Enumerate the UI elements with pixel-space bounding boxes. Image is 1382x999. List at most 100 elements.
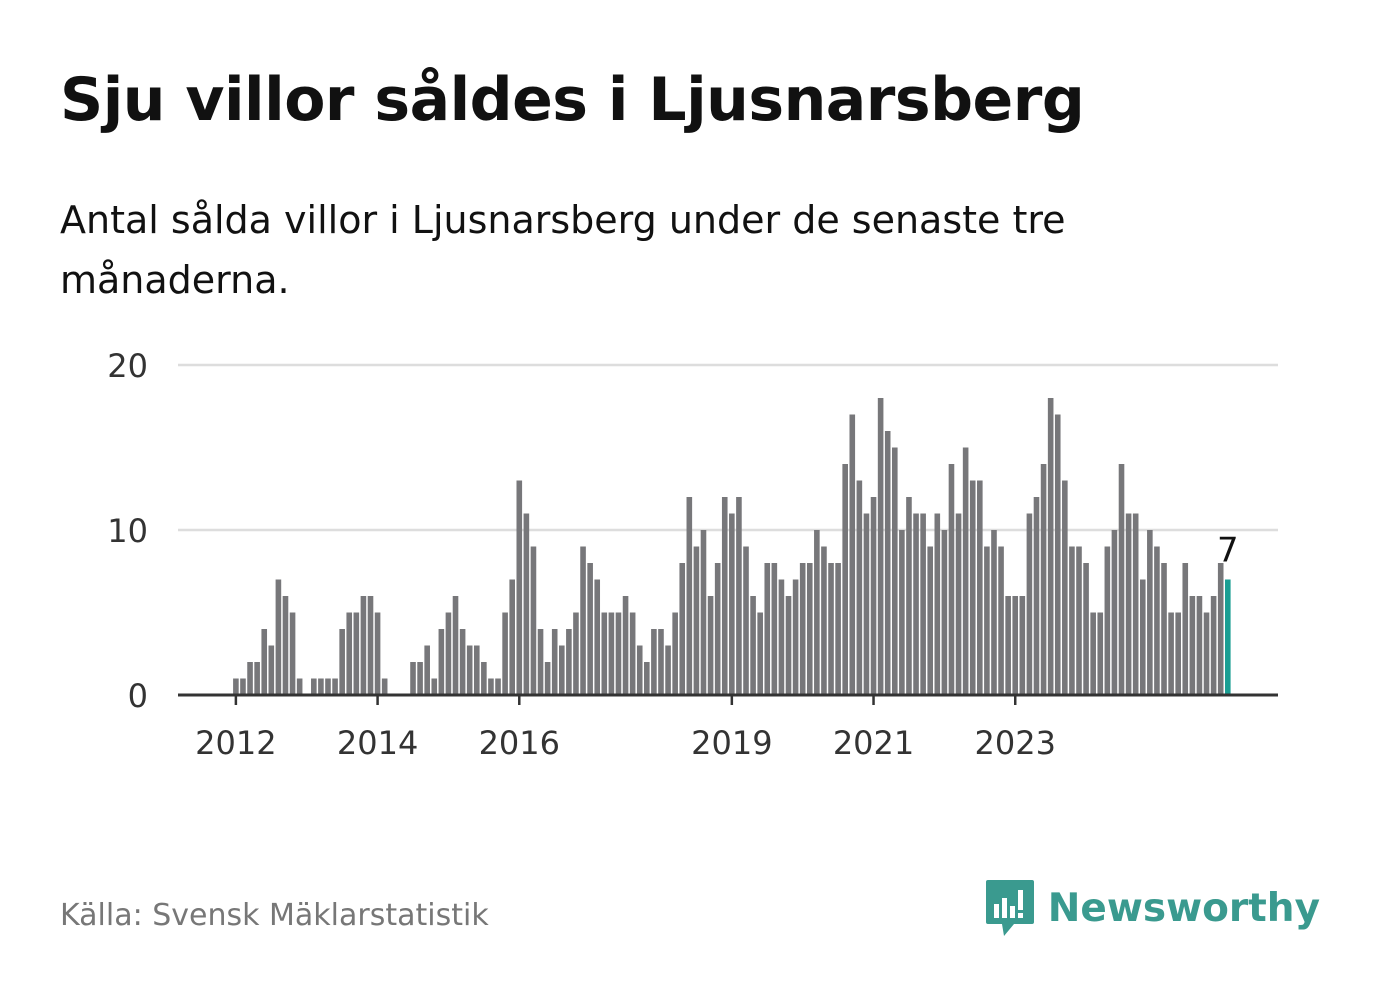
bar: [481, 662, 487, 695]
bar: [417, 662, 423, 695]
bar: [381, 678, 388, 695]
bar: [1118, 464, 1125, 695]
bar: [594, 579, 601, 695]
bar: [615, 612, 622, 695]
bar: [233, 678, 239, 695]
bar: [488, 678, 494, 695]
bar: [516, 480, 523, 695]
x-tick-label: 2021: [833, 724, 914, 762]
bar: [1111, 530, 1118, 695]
bar: [551, 629, 558, 695]
bar: [466, 645, 473, 695]
bar: [629, 612, 636, 695]
bar: [806, 563, 813, 695]
bar: [934, 513, 941, 695]
x-tick-label: 2012: [195, 724, 276, 762]
bar: [523, 513, 530, 695]
bar: [601, 612, 608, 695]
bar: [969, 480, 976, 695]
bar: [1005, 596, 1011, 695]
x-tick-label: 2016: [479, 724, 560, 762]
bar: [502, 612, 508, 695]
bar: [1139, 579, 1146, 695]
y-tick-label: 20: [107, 347, 148, 385]
bar: [750, 596, 756, 695]
bar: [325, 678, 331, 695]
bar: [948, 464, 955, 695]
bar: [941, 530, 948, 695]
bar: [686, 497, 693, 695]
bar: [1033, 497, 1040, 695]
bar: [693, 546, 700, 695]
bar: [1047, 398, 1054, 695]
annotations: 7: [1217, 531, 1239, 571]
bar: [311, 678, 317, 695]
bar: [792, 579, 799, 695]
bar: [962, 447, 969, 695]
bar: [828, 563, 834, 695]
newsworthy-logo-icon: [985, 880, 1034, 936]
bar: [835, 563, 841, 695]
bar: [1076, 546, 1082, 695]
chart-title: Sju villor såldes i Ljusnarsberg: [60, 65, 1085, 135]
bar: [261, 629, 268, 695]
bar: [537, 629, 544, 695]
bar: [778, 579, 785, 695]
bar-chart: 0 10 20 2012 2014 2016 2019 2021 2023 7: [107, 347, 1278, 762]
bar: [927, 546, 934, 695]
bar: [459, 629, 466, 695]
bar: [920, 513, 926, 695]
bar: [1168, 612, 1174, 695]
x-tick-label: 2023: [975, 724, 1056, 762]
bar: [509, 579, 515, 695]
bar: [651, 629, 657, 695]
bar: [714, 563, 721, 695]
bar: [1062, 480, 1068, 695]
bar: [1182, 563, 1189, 695]
bar: [1203, 612, 1210, 695]
bar: [977, 480, 983, 695]
bar: [247, 662, 253, 695]
bar: [1189, 596, 1196, 695]
x-axis-labels: 2012 2014 2016 2019 2021 2023: [195, 724, 1056, 762]
bar: [721, 497, 728, 695]
bar: [636, 645, 643, 695]
bar: [268, 645, 275, 695]
bar: [700, 530, 707, 695]
bar: [1054, 414, 1061, 695]
bar: [665, 645, 671, 695]
bars: [233, 398, 1231, 695]
bar: [1026, 513, 1033, 695]
bar: [743, 546, 749, 695]
bar: [608, 612, 615, 695]
bar: [984, 546, 990, 695]
bar: [785, 596, 792, 695]
brand[interactable]: Newsworthy: [984, 878, 1320, 938]
bar: [863, 513, 870, 695]
bar: [1175, 612, 1181, 695]
y-axis-labels: 0 10 20: [107, 347, 148, 715]
x-axis: [178, 693, 1278, 705]
bar: [998, 546, 1004, 695]
bar: [877, 398, 884, 695]
bar: [580, 546, 586, 695]
bar: [360, 596, 367, 695]
brand-name: Newsworthy: [1047, 885, 1320, 931]
bar: [1147, 530, 1153, 695]
bar: [658, 629, 664, 695]
bar: [884, 431, 891, 695]
bar: [679, 563, 686, 695]
bar: [1104, 546, 1111, 695]
bar: [856, 480, 863, 695]
bar: [282, 596, 289, 695]
bar: [1210, 596, 1217, 695]
bar: [757, 612, 763, 695]
chart-subtitle: Antal sålda villor i Ljusnarsberg under …: [60, 198, 1066, 302]
bar: [849, 414, 856, 695]
bar: [1196, 596, 1203, 695]
source-note: Källa: Svensk Mäklarstatistik: [60, 898, 489, 933]
bar: [622, 596, 629, 695]
bar: [339, 629, 345, 695]
bar: [729, 513, 735, 695]
bar: [1083, 563, 1089, 695]
